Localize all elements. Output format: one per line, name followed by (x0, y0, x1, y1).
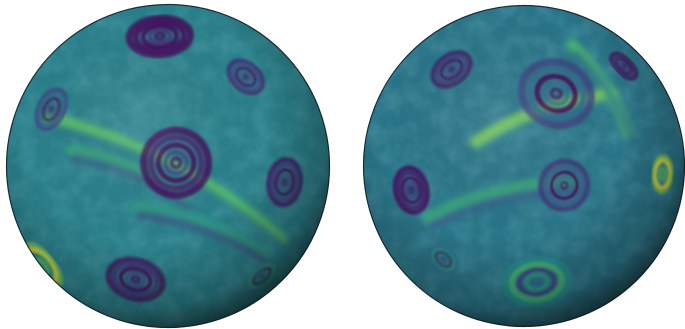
sphere-shading (6, 4, 330, 328)
sphere-shading (363, 5, 685, 327)
spheres-layer (5, 3, 685, 329)
sphere-2 (362, 4, 685, 328)
sphere-outline (5, 3, 331, 329)
sphere-surface (363, 5, 685, 327)
sphere-1 (5, 3, 331, 329)
sphere-surface (6, 4, 330, 328)
